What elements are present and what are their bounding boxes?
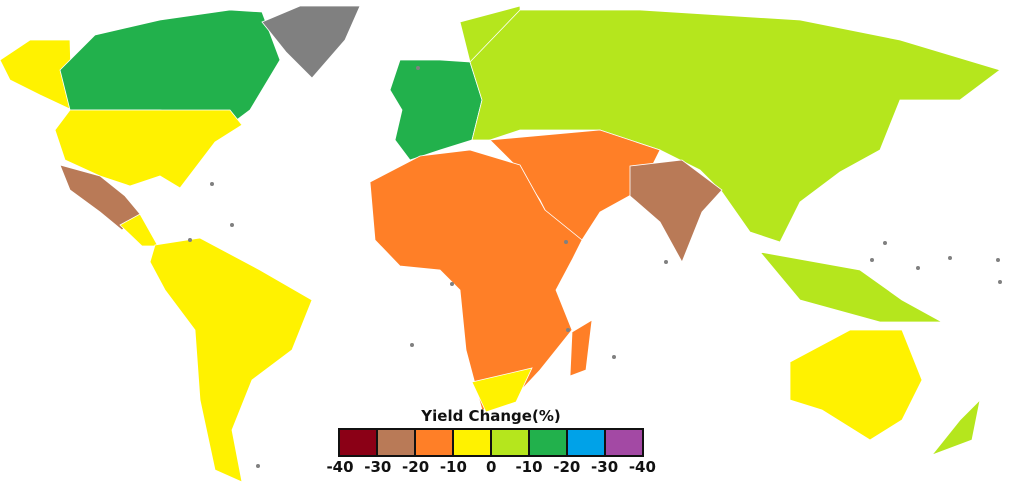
- legend-label: -20: [402, 458, 430, 476]
- island-marker: [948, 256, 952, 260]
- island-marker: [916, 266, 920, 270]
- island-marker: [870, 258, 874, 262]
- legend-label: -10: [515, 458, 543, 476]
- region-south-america: [149, 237, 313, 483]
- legend-swatch: [530, 430, 566, 455]
- region-madagascar: [569, 319, 593, 377]
- legend-swatch: [340, 430, 376, 455]
- legend-label: -40: [326, 458, 354, 476]
- region-southeast-asia: [758, 251, 943, 323]
- region-greenland: [261, 5, 361, 79]
- region-southern-africa: [471, 367, 533, 413]
- region-africa: [369, 149, 583, 411]
- legend-label: -30: [364, 458, 392, 476]
- region-russia-asia: [469, 9, 1001, 243]
- legend-swatch: [568, 430, 604, 455]
- legend-labels: -40 -30 -20 -10 0 -10 -20 -30 -40: [322, 458, 662, 478]
- island-marker: [883, 241, 887, 245]
- legend-title: Yield Change(%): [421, 407, 561, 425]
- legend-color-bar: [338, 428, 644, 457]
- legend-swatch: [416, 430, 452, 455]
- legend-label: -20: [553, 458, 581, 476]
- island-marker: [188, 238, 192, 242]
- island-marker: [210, 182, 214, 186]
- island-marker: [450, 282, 454, 286]
- region-new-zealand: [930, 398, 981, 456]
- legend-label: 0: [485, 458, 497, 476]
- region-australia: [789, 329, 923, 441]
- region-europe: [389, 59, 483, 161]
- legend-swatch: [454, 430, 490, 455]
- island-marker: [612, 355, 616, 359]
- island-marker: [566, 328, 570, 332]
- legend-label: -40: [628, 458, 656, 476]
- region-canada: [59, 9, 281, 126]
- region-india: [629, 159, 723, 263]
- island-marker: [416, 66, 420, 70]
- island-marker: [664, 260, 668, 264]
- legend-swatch: [492, 430, 528, 455]
- region-usa: [54, 109, 243, 189]
- legend-swatch: [606, 430, 642, 455]
- island-marker: [564, 240, 568, 244]
- legend-label: -30: [591, 458, 619, 476]
- island-marker: [230, 223, 234, 227]
- island-marker: [256, 464, 260, 468]
- island-marker: [998, 280, 1002, 284]
- island-marker: [410, 343, 414, 347]
- legend-label: -10: [439, 458, 467, 476]
- legend-swatch: [378, 430, 414, 455]
- island-marker: [996, 258, 1000, 262]
